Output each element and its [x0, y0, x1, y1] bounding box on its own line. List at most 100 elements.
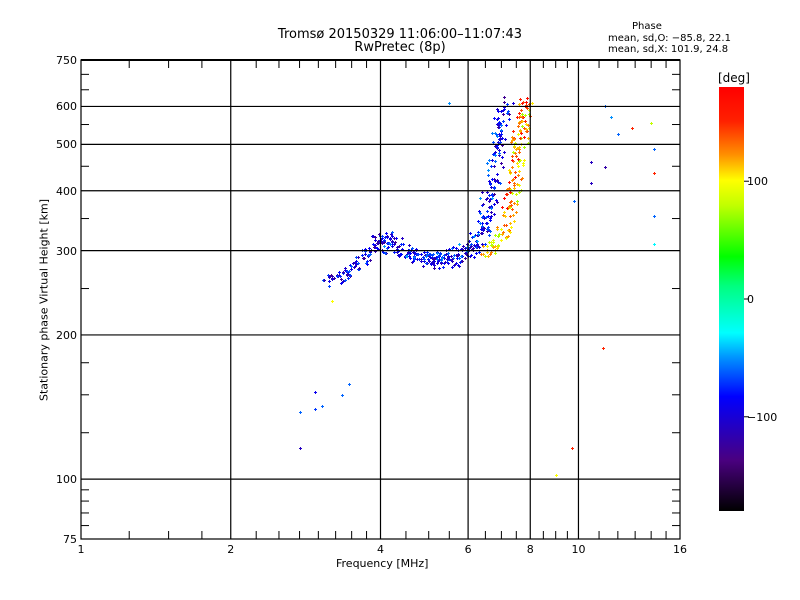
data-point: [499, 182, 502, 185]
data-point: [483, 217, 486, 220]
data-point: [503, 224, 506, 227]
data-point: [516, 183, 519, 186]
data-point: [485, 216, 488, 219]
data-point: [374, 244, 377, 247]
data-point: [502, 109, 505, 112]
data-point: [508, 118, 511, 121]
data-point: [484, 243, 487, 246]
data-point-isolated: [653, 243, 656, 246]
data-point: [513, 187, 516, 190]
data-point: [511, 136, 514, 139]
data-point: [462, 245, 465, 248]
data-point: [514, 152, 517, 155]
data-point: [441, 257, 444, 260]
colorbar: [719, 87, 744, 511]
data-point: [518, 170, 521, 173]
data-point: [458, 257, 461, 260]
data-point: [490, 241, 493, 244]
data-point: [339, 275, 342, 278]
data-point-isolated: [321, 405, 324, 408]
y-axis-label: Stationary phase Virtual Height [km]: [37, 198, 51, 402]
data-point: [394, 241, 397, 244]
data-point: [476, 240, 479, 243]
data-point: [491, 132, 494, 135]
data-point: [488, 194, 491, 197]
data-point: [422, 256, 425, 259]
data-point: [384, 252, 387, 255]
data-point: [386, 235, 389, 238]
axes: [80, 59, 749, 540]
data-point: [492, 246, 495, 249]
data-point: [388, 242, 391, 245]
data-point: [489, 230, 492, 233]
data-point: [429, 256, 432, 259]
data-point: [496, 144, 499, 147]
data-point: [505, 124, 508, 127]
data-point-isolated: [573, 200, 576, 203]
data-point: [471, 248, 474, 251]
data-point: [508, 169, 511, 172]
data-point: [401, 237, 404, 240]
data-point: [352, 262, 355, 265]
data-point: [520, 109, 523, 112]
data-point: [373, 246, 376, 249]
data-point: [492, 141, 495, 144]
data-point: [401, 248, 404, 251]
data-point: [520, 178, 523, 181]
data-point: [400, 243, 403, 246]
data-point: [510, 204, 513, 207]
data-point: [508, 113, 511, 116]
data-point: [493, 117, 496, 120]
data-point: [451, 247, 454, 250]
data-point-isolated: [348, 383, 351, 386]
data-point: [496, 179, 499, 182]
data-point: [416, 258, 419, 261]
data-point: [494, 145, 497, 148]
data-point: [402, 243, 405, 246]
data-point: [496, 173, 499, 176]
data-point: [372, 243, 375, 246]
data-point: [526, 97, 529, 100]
data-point: [367, 254, 370, 257]
data-point: [357, 268, 360, 271]
data-point: [525, 106, 528, 109]
data-point-isolated: [341, 394, 344, 397]
data-point: [493, 152, 496, 155]
data-point: [443, 254, 446, 257]
data-point: [511, 155, 514, 158]
data-point: [478, 251, 481, 254]
data-point: [501, 233, 504, 236]
data-point: [383, 241, 386, 244]
data-point: [456, 257, 459, 260]
data-point: [469, 246, 472, 249]
data-point: [328, 275, 331, 278]
data-point: [473, 235, 476, 238]
data-point: [406, 253, 409, 256]
colorbar-tick-label: −100: [747, 410, 778, 424]
data-point: [497, 244, 500, 247]
data-point: [498, 133, 501, 136]
data-point: [526, 130, 529, 133]
data-point: [452, 246, 455, 249]
data-point: [489, 253, 492, 256]
data-point: [520, 132, 523, 135]
data-point: [422, 265, 425, 268]
data-point: [492, 239, 495, 242]
data-point: [515, 211, 518, 214]
data-point: [509, 206, 512, 209]
data-point: [477, 220, 480, 223]
data-point: [447, 255, 450, 258]
data-point: [511, 166, 514, 169]
x-tick-label: 16: [673, 543, 687, 556]
data-point: [490, 165, 493, 168]
data-point: [447, 257, 450, 260]
data-point: [344, 267, 347, 270]
data-point: [497, 181, 500, 184]
data-point: [424, 254, 427, 257]
data-point: [464, 257, 467, 260]
data-point: [525, 101, 528, 104]
data-point: [502, 214, 505, 217]
data-point: [470, 245, 473, 248]
data-point: [461, 260, 464, 263]
data-point: [515, 155, 518, 158]
